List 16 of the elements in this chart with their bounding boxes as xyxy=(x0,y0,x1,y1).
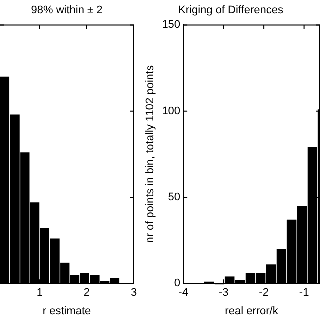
y-tick-label: 50 xyxy=(168,192,181,204)
x-tick-label: 1 xyxy=(36,287,44,300)
y-tick-label: 0 xyxy=(174,278,181,290)
x-tick-label: 2 xyxy=(84,287,90,300)
x-tick-label: -4 xyxy=(178,287,188,300)
x-tick-label: -2 xyxy=(259,287,269,300)
y-tick-label: 100 xyxy=(162,105,181,118)
chart-title: Kriging of Differences xyxy=(178,4,284,17)
x-tick-label: -3 xyxy=(218,287,229,300)
chart-title: 98% within ± 2 xyxy=(31,4,103,17)
x-tick-label: -1 xyxy=(299,287,310,300)
y-axis-title: nr of points in bin, totally 1102 points xyxy=(144,65,157,244)
x-axis-title: r estimate xyxy=(42,305,92,318)
x-axis-title: real error/k xyxy=(225,305,279,318)
y-tick-label: 150 xyxy=(162,19,181,32)
x-tick-label: 3 xyxy=(130,287,138,300)
